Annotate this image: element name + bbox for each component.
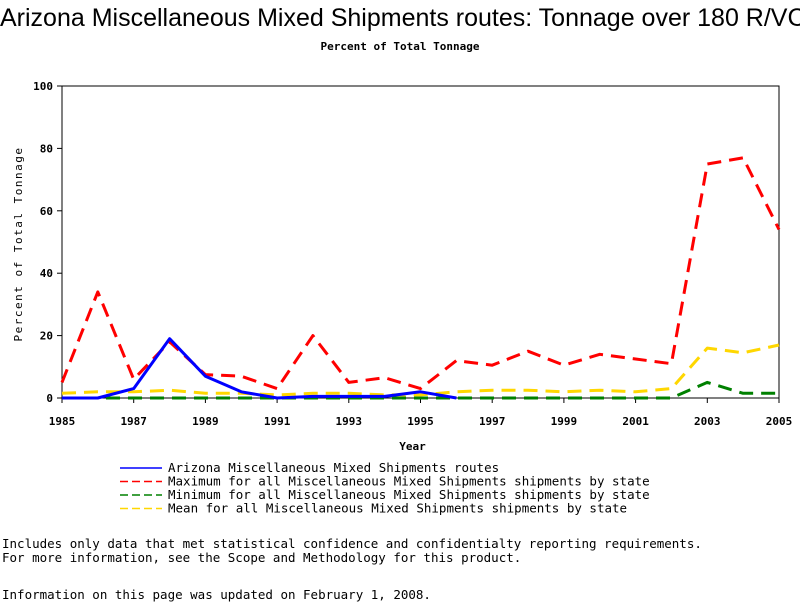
y-tick-label: 60 xyxy=(40,205,53,218)
x-axis-label: Year xyxy=(399,440,426,453)
x-tick-label: 1985 xyxy=(49,415,76,428)
y-tick-label: 20 xyxy=(40,330,53,343)
chart-title: Arizona Miscellaneous Mixed Shipments ro… xyxy=(0,4,800,32)
x-tick-label: 2003 xyxy=(694,415,721,428)
y-tick-label: 40 xyxy=(40,267,53,280)
plot-frame xyxy=(61,85,780,399)
series-line-4 xyxy=(61,343,780,397)
x-tick-label: 1997 xyxy=(479,415,506,428)
x-tick-label: 2001 xyxy=(622,415,649,428)
y-tick-label: 100 xyxy=(33,80,53,93)
footnote-confidence: Includes only data that met statistical … xyxy=(2,536,702,551)
y-axis-label: Percent of Total Tonnage xyxy=(12,147,25,342)
series-line-2 xyxy=(60,156,781,391)
x-tick-label: 1999 xyxy=(551,415,578,428)
x-tick-label: 1991 xyxy=(264,415,291,428)
y-tick-label: 0 xyxy=(46,392,53,405)
chart-subtitle: Percent of Total Tonnage xyxy=(320,40,480,53)
footnote-updated: Information on this page was updated on … xyxy=(2,587,431,602)
x-tick-label: 1993 xyxy=(336,415,363,428)
legend-label: Minimum for all Miscellaneous Mixed Ship… xyxy=(168,487,650,502)
line-chart: 0 20 40 60 80 100 1985 1987 1989 1991 1993 1995 1997… xyxy=(12,80,793,516)
legend-label: Maximum for all Miscellaneous Mixed Ship… xyxy=(168,474,650,489)
x-tick-label: 1995 xyxy=(407,415,434,428)
legend-label: Mean for all Miscellaneous Mixed Shipmen… xyxy=(168,501,627,516)
x-tick-label: 1989 xyxy=(192,415,219,428)
x-tick-label: 2005 xyxy=(766,415,793,428)
y-tick-label: 80 xyxy=(40,142,53,155)
x-tick-label: 1987 xyxy=(120,415,147,428)
footnote-methodology: For more information, see the Scope and … xyxy=(2,550,522,565)
legend-label: Arizona Miscellaneous Mixed Shipments ro… xyxy=(168,460,499,475)
series-line-3 xyxy=(62,380,779,400)
series-line-1 xyxy=(62,337,457,400)
